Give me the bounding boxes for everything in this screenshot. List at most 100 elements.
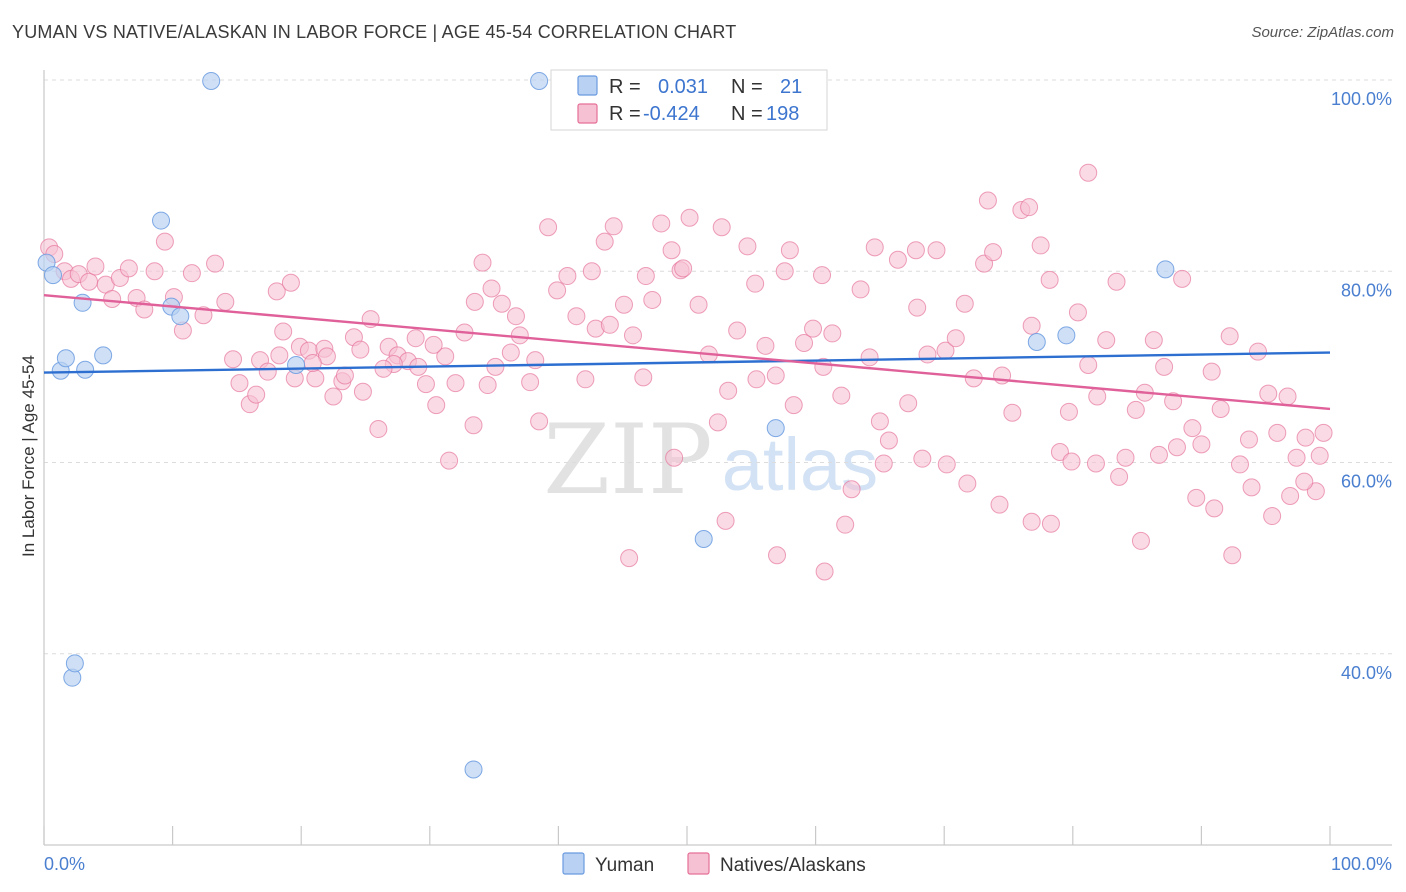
series-legend-label-natives: Natives/Alaskans: [720, 855, 866, 876]
natives-point: [716, 511, 735, 530]
legend-n-value-natives: 198: [766, 103, 799, 125]
natives-point: [1268, 423, 1287, 442]
natives-point: [879, 431, 898, 450]
natives-point: [1022, 316, 1041, 335]
natives-point: [1020, 198, 1039, 217]
natives-point: [1295, 472, 1314, 491]
natives-point: [1144, 331, 1163, 350]
natives-point: [756, 336, 775, 355]
watermark-zip: ZIP: [543, 404, 712, 516]
natives-point: [482, 279, 501, 298]
yuman-point: [94, 346, 113, 365]
natives-point: [1149, 445, 1168, 464]
natives-point: [990, 495, 1009, 514]
natives-point: [230, 374, 249, 393]
natives-point: [1079, 163, 1098, 182]
legend-swatch-yuman: [577, 75, 598, 96]
natives-point: [1022, 512, 1041, 531]
natives-point: [937, 455, 956, 474]
legend-r-label-yuman: R =: [609, 76, 641, 98]
natives-point: [1059, 402, 1078, 421]
natives-point: [351, 340, 370, 359]
natives-point: [643, 290, 662, 309]
yuman-point: [530, 71, 549, 90]
natives-point: [258, 362, 277, 381]
tick-labels: 100.0% 80.0% 60.0% 40.0% 0.0% 100.0%: [44, 89, 1392, 874]
natives-point: [374, 359, 393, 378]
natives-point: [1223, 546, 1242, 565]
natives-point: [634, 368, 653, 387]
natives-point: [1205, 499, 1224, 518]
natives-point: [775, 262, 794, 281]
series-legend-label-yuman: Yuman: [595, 855, 654, 876]
natives-point: [747, 370, 766, 389]
natives-point: [119, 259, 138, 278]
natives-point: [823, 324, 842, 343]
natives-points: [40, 163, 1333, 581]
natives-point: [784, 396, 803, 415]
natives-point: [708, 413, 727, 432]
yuman-point: [1027, 333, 1046, 352]
natives-point: [1220, 327, 1239, 346]
natives-point: [1296, 428, 1315, 447]
natives-point: [510, 326, 529, 345]
natives-point: [1062, 452, 1081, 471]
natives-point: [416, 375, 435, 394]
natives-point: [1242, 478, 1261, 497]
natives-point: [984, 243, 1003, 262]
natives-point: [874, 454, 893, 473]
natives-point: [281, 273, 300, 292]
natives-point: [324, 387, 343, 406]
correlation-legend: R = 0.031 N = 21 R = -0.424 N = 198: [550, 69, 828, 131]
legend-n-label-natives: N =: [731, 103, 763, 125]
natives-point: [768, 546, 787, 565]
series-legend-swatch-yuman: [562, 852, 585, 875]
axes: [43, 70, 1392, 846]
yuman-point: [171, 307, 190, 326]
y-axis-label: In Labor Force | Age 45-54: [19, 355, 38, 557]
yuman-points: [37, 71, 1175, 779]
natives-point: [1202, 362, 1221, 381]
legend-n-label-yuman: N =: [731, 76, 763, 98]
natives-point: [145, 262, 164, 281]
natives-point: [860, 348, 879, 367]
natives-point: [247, 385, 266, 404]
natives-point: [182, 264, 201, 283]
legend-r-label-natives: R =: [609, 103, 641, 125]
natives-point: [636, 267, 655, 286]
natives-point: [899, 394, 918, 413]
natives-point: [424, 335, 443, 354]
natives-point: [836, 515, 855, 534]
natives-point: [1164, 392, 1183, 411]
natives-point: [1041, 514, 1060, 533]
natives-point: [1167, 438, 1186, 457]
natives-point: [206, 254, 225, 273]
natives-point: [465, 292, 484, 311]
yuman-point: [287, 355, 306, 374]
natives-trend-line: [43, 293, 1331, 411]
natives-point: [567, 307, 586, 326]
natives-point: [813, 266, 832, 285]
natives-point: [680, 208, 699, 227]
natives-point: [1068, 303, 1087, 322]
natives-point: [501, 343, 520, 362]
natives-point: [1131, 531, 1150, 550]
natives-point: [1003, 403, 1022, 422]
yuman-point: [56, 349, 75, 368]
natives-point: [815, 562, 834, 581]
natives-point: [436, 347, 455, 366]
chart-source: Source: ZipAtlas.com: [1251, 24, 1394, 41]
natives-point: [1211, 399, 1230, 418]
natives-point: [614, 295, 633, 314]
natives-point: [620, 549, 639, 568]
natives-point: [1107, 272, 1126, 291]
natives-point: [274, 322, 293, 341]
natives-point: [369, 420, 388, 439]
natives-point: [406, 329, 425, 348]
natives-point: [1187, 488, 1206, 507]
natives-point: [978, 191, 997, 210]
legend-n-value-yuman: 21: [780, 76, 802, 98]
natives-point: [270, 346, 289, 365]
natives-point: [1110, 467, 1129, 486]
series-legend: Yuman Natives/Alaskans: [562, 852, 866, 876]
